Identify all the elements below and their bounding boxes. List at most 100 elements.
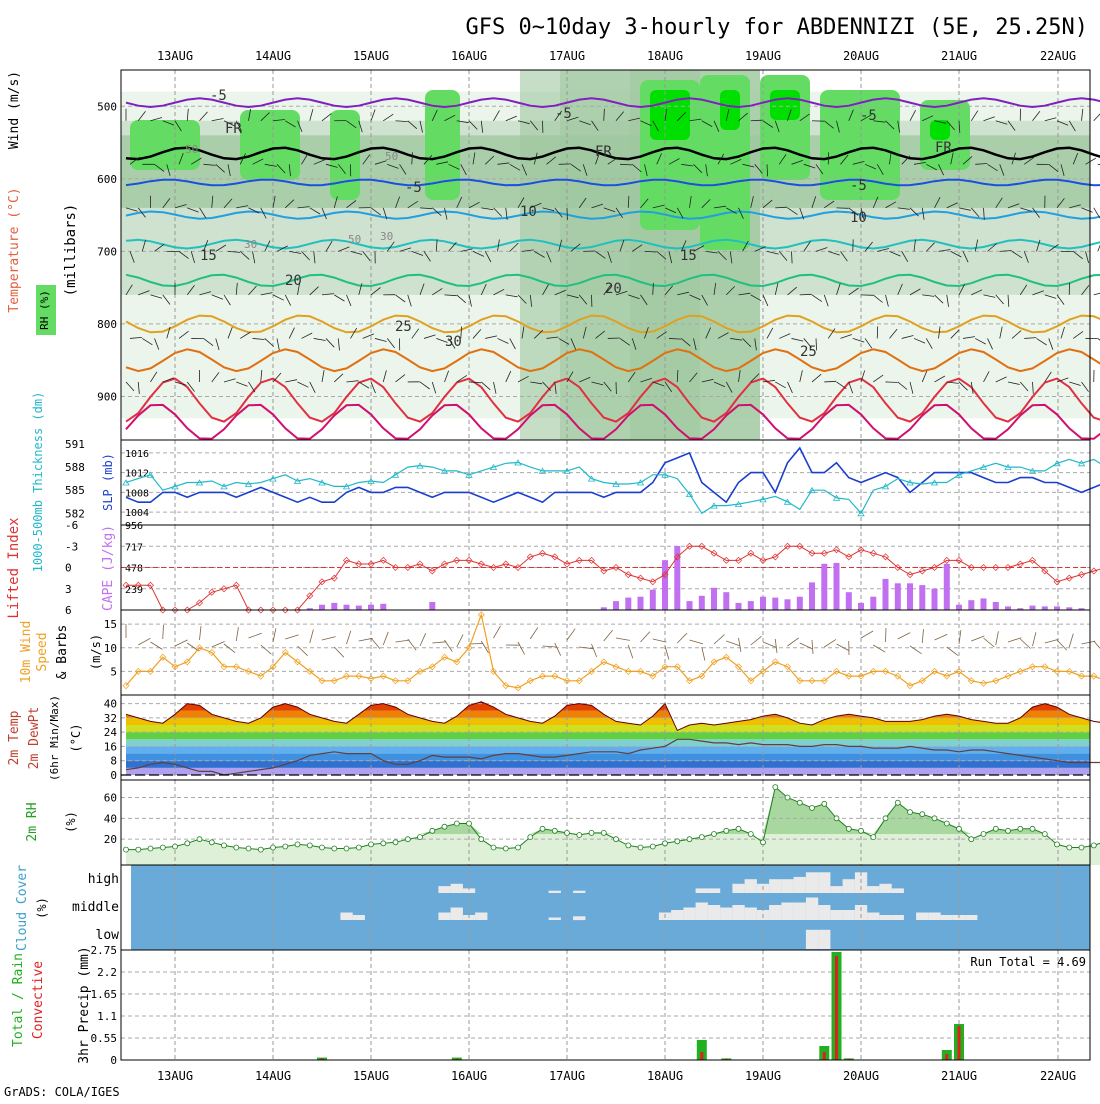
rh-marker bbox=[761, 840, 766, 845]
date-label-top: 19AUG bbox=[745, 49, 781, 63]
wind-barb-10m bbox=[1008, 638, 1021, 642]
date-label-top: 22AUG bbox=[1040, 49, 1076, 63]
cape-bar bbox=[932, 589, 938, 610]
rh-marker bbox=[1018, 826, 1023, 831]
wind-barb-10m bbox=[138, 638, 150, 645]
slp-axis-label: SLP (mb) bbox=[101, 453, 115, 511]
cape-bar bbox=[638, 597, 644, 610]
cloud-cell bbox=[438, 886, 450, 893]
li-tick-label: -6 bbox=[65, 519, 78, 532]
temp-band bbox=[121, 704, 1090, 711]
y-tick-label: 800 bbox=[97, 318, 117, 331]
contour-label: -5 bbox=[850, 178, 867, 194]
wind-barb-10m bbox=[1094, 641, 1100, 652]
rh-marker bbox=[307, 843, 312, 848]
rh-marker bbox=[124, 847, 129, 852]
rh-marker bbox=[577, 833, 582, 838]
cape-bar bbox=[356, 606, 362, 610]
wind-barb-10m bbox=[359, 638, 373, 641]
contour-label: 15 bbox=[680, 248, 697, 264]
wind-barb-10m bbox=[371, 638, 380, 649]
cape-bar bbox=[319, 605, 325, 610]
y-tick-label: 40 bbox=[104, 698, 117, 711]
cloud-cell bbox=[818, 930, 830, 949]
cape-bar bbox=[760, 597, 766, 610]
wind-barb-10m bbox=[285, 635, 298, 639]
wind-barb-10m bbox=[567, 629, 575, 640]
rh-marker bbox=[454, 821, 459, 826]
temp-band bbox=[121, 725, 1090, 732]
cloud-cell bbox=[696, 903, 708, 921]
footer-credit: GrADS: COLA/IGES bbox=[4, 1085, 120, 1099]
rh-marker bbox=[209, 840, 214, 845]
wind-barb-10m bbox=[873, 645, 885, 652]
wind-barb-10m bbox=[273, 628, 276, 642]
cape-bar bbox=[687, 601, 693, 610]
rh-marker bbox=[356, 845, 361, 850]
cloud-cell bbox=[549, 918, 561, 921]
y-tick-label: 10 bbox=[104, 642, 117, 655]
wind-barb bbox=[1094, 292, 1100, 295]
cloud-cell bbox=[867, 913, 879, 921]
rh-contour-label: 50 bbox=[348, 233, 361, 246]
rh-marker bbox=[1006, 828, 1011, 833]
rh-marker bbox=[895, 800, 900, 805]
rh-marker bbox=[479, 837, 484, 842]
wind-barb-10m bbox=[604, 630, 613, 641]
cape-bar bbox=[1030, 606, 1036, 610]
rh-marker bbox=[626, 843, 631, 848]
rh2m-axis-label-2: (%) bbox=[64, 811, 78, 833]
cape-bar bbox=[748, 601, 754, 610]
date-label-top: 13AUG bbox=[157, 49, 193, 63]
wind-barb-10m bbox=[677, 633, 687, 643]
contour-label: -5 bbox=[860, 108, 877, 124]
date-label-bottom: 20AUG bbox=[843, 1069, 879, 1083]
temp-band bbox=[121, 718, 1090, 725]
rh-marker bbox=[1042, 832, 1047, 837]
cloud-cell bbox=[781, 879, 793, 893]
y-tick-label: 0.55 bbox=[91, 1032, 118, 1045]
y-tick-label: 60 bbox=[104, 792, 117, 805]
cloud-cell bbox=[843, 879, 855, 893]
cape-bar bbox=[981, 598, 987, 610]
date-label-top: 17AUG bbox=[549, 49, 585, 63]
contour-label: 15 bbox=[200, 248, 217, 264]
rh-marker bbox=[920, 812, 925, 817]
rh-marker bbox=[1030, 826, 1035, 831]
y-tick-label: 0 bbox=[110, 769, 117, 782]
rh-patch-very-wet bbox=[650, 90, 690, 140]
rh-marker bbox=[1091, 843, 1096, 848]
precip-convective-bar bbox=[835, 956, 838, 1060]
rh-marker bbox=[271, 845, 276, 850]
thickness-axis-label: 1000-500mb Thickness (dm) bbox=[31, 392, 45, 573]
contour-label: 30 bbox=[445, 334, 462, 350]
cloud-cell bbox=[671, 910, 683, 920]
date-label-top: 20AUG bbox=[843, 49, 879, 63]
li-tick-label: 0 bbox=[65, 562, 72, 575]
lifted-index-line bbox=[126, 546, 1100, 610]
cloud-background bbox=[131, 865, 1090, 950]
wind-barb-10m bbox=[886, 628, 887, 642]
wind-barb-10m bbox=[935, 634, 948, 640]
precip-legend-convective: Convective bbox=[31, 961, 46, 1039]
y-tick-label: 40 bbox=[104, 812, 117, 825]
wind-barb-10m bbox=[812, 640, 813, 654]
rh-marker bbox=[699, 835, 704, 840]
wind-barb-10m bbox=[861, 631, 873, 638]
rh-contour-label: 50 bbox=[385, 150, 398, 163]
cloud-level-label: low bbox=[96, 928, 120, 943]
wind-barb-10m bbox=[775, 639, 777, 653]
rh-marker bbox=[944, 821, 949, 826]
cloud-cell bbox=[549, 891, 561, 893]
cape-bar bbox=[858, 603, 864, 610]
cape-bar bbox=[429, 602, 435, 610]
date-label-bottom: 21AUG bbox=[941, 1069, 977, 1083]
date-label-top: 15AUG bbox=[353, 49, 389, 63]
rh-marker bbox=[295, 842, 300, 847]
contour-label: -5 bbox=[210, 88, 227, 104]
wind-barb-10m bbox=[702, 647, 705, 661]
cloud-cell bbox=[683, 908, 695, 921]
cloud-cell bbox=[438, 913, 450, 921]
cloud-level-label: middle bbox=[72, 900, 119, 915]
